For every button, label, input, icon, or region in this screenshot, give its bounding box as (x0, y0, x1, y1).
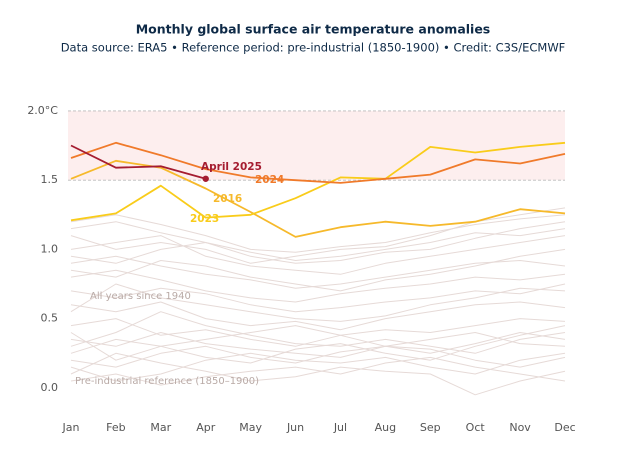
x-tick-label: May (239, 421, 262, 434)
x-tick-label: Nov (509, 421, 531, 434)
y-tick-label: 0.5 (41, 312, 59, 325)
background-line (70, 332, 566, 358)
background-line (70, 248, 566, 292)
background-line (70, 221, 566, 261)
background-line (70, 207, 566, 264)
series-line (70, 144, 206, 180)
x-tick-label: Aug (375, 421, 396, 434)
x-tick-label: Apr (196, 421, 216, 434)
x-tick-label: Jul (333, 421, 347, 434)
background-line (70, 235, 566, 275)
background-line (70, 283, 566, 313)
background-line (70, 214, 566, 253)
series-label: April 2025 (201, 161, 262, 173)
y-tick-label: 2.0°C (27, 104, 58, 117)
series-line (70, 141, 566, 184)
background-line (70, 221, 566, 264)
background-line (70, 325, 566, 361)
x-tick-label: Jun (286, 421, 304, 434)
x-tick-label: Dec (554, 421, 575, 434)
threshold-band (68, 110, 565, 181)
x-tick-label: Jan (62, 421, 80, 434)
y-tick-label: 1.5 (41, 173, 59, 186)
background-line (70, 311, 566, 354)
series-label: 2023 (190, 213, 219, 225)
background-line (70, 269, 566, 303)
end-dot (202, 175, 209, 182)
x-tick-label: Oct (466, 421, 486, 434)
y-tick-label: 0.0 (41, 381, 59, 394)
chart-subtitle: Data source: ERA5 • Reference period: pr… (61, 41, 566, 55)
background-line (70, 255, 566, 289)
background-line (70, 325, 566, 364)
x-tick-label: Mar (150, 421, 171, 434)
background-line (70, 356, 566, 386)
x-tick-label: Sep (420, 421, 441, 434)
background-line (70, 283, 566, 322)
series-label: 2024 (255, 174, 284, 186)
annotation: Pre-industrial reference (1850–1900) (75, 376, 259, 387)
chart-title: Monthly global surface air temperature a… (136, 22, 491, 37)
background-line (70, 345, 566, 368)
background-line (70, 318, 566, 347)
x-tick-label: Feb (106, 421, 125, 434)
background-line (70, 301, 566, 331)
annotation: All years since 1940 (90, 291, 191, 302)
series-line (70, 141, 566, 222)
series-label: 2016 (213, 193, 242, 205)
y-tick-label: 1.0 (41, 242, 59, 255)
background-line (70, 352, 566, 396)
background-line (70, 352, 566, 382)
